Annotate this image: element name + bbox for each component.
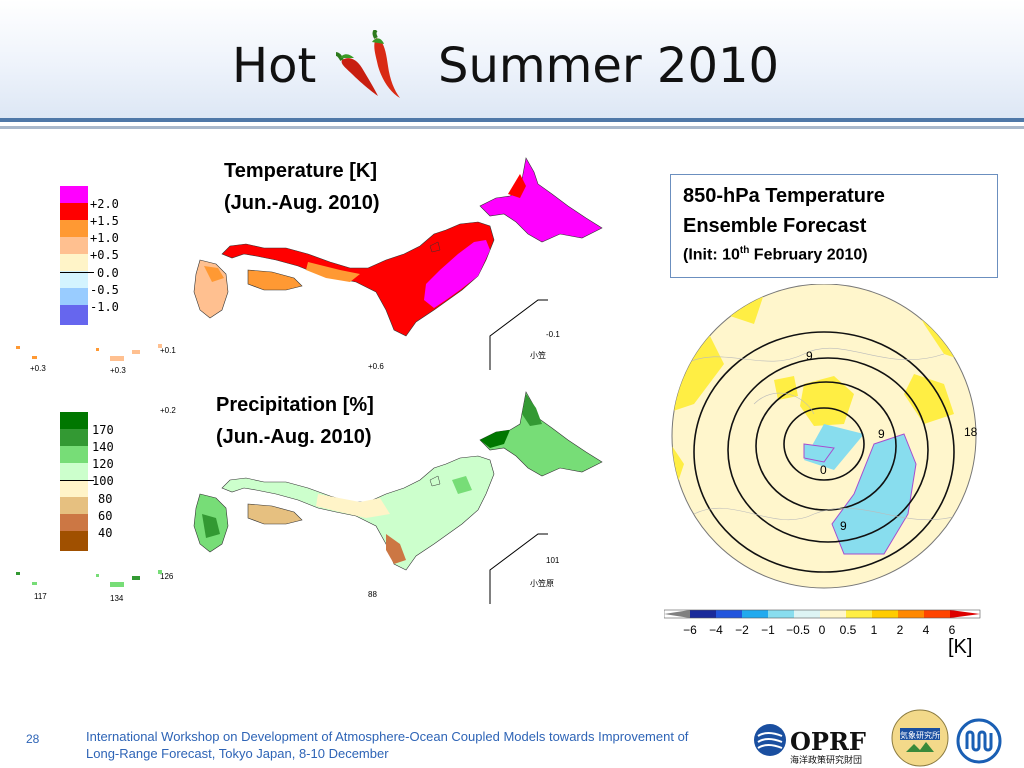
footer-line: International Workshop on Development of… xyxy=(86,729,689,744)
colorbar-tick: −1 xyxy=(761,623,775,637)
slide-title: Hot Summer 2010 xyxy=(0,30,1024,110)
footer-line: Long-Range Forecast, Tokyo Japan, 8-10 D… xyxy=(86,746,389,761)
page-number: 28 xyxy=(26,732,40,746)
init-prefix: (Init: 10 xyxy=(683,246,740,264)
oprf-text: OPRF xyxy=(790,727,866,756)
temperature-map xyxy=(193,157,603,370)
island-value: 101 xyxy=(546,556,560,565)
precipitation-map-title: Precipitation [%] xyxy=(216,394,374,416)
contour-label: 0 xyxy=(820,463,827,477)
colorbar-tick: 6 xyxy=(949,623,956,637)
precipitation-map xyxy=(193,391,603,604)
footer-text: International Workshop on Development of… xyxy=(86,728,766,762)
header-rule-thin xyxy=(0,126,1024,129)
oprf-subtext: 海洋政策研究財団 xyxy=(790,754,862,766)
oprf-logo: OPRF 海洋政策研究財団 xyxy=(754,724,866,766)
colorbar-tick: 1 xyxy=(871,623,878,637)
island-value: 126 xyxy=(160,572,174,581)
forecast-title: 850-hPa Temperature xyxy=(683,185,885,207)
colorbar-tick: 2 xyxy=(897,623,904,637)
colorbar-tick: 4 xyxy=(923,623,930,637)
slide-header xyxy=(0,0,1024,118)
island-value: +0.6 xyxy=(368,362,384,371)
island-value: 88 xyxy=(368,590,377,599)
temp-scale-label: +2.0 xyxy=(90,197,119,211)
temp-scale-label: -0.5 xyxy=(90,283,119,297)
precip-scale-label: 120 xyxy=(92,457,114,471)
inset-label: 小笠 xyxy=(530,351,546,360)
island-value: 134 xyxy=(110,594,124,603)
colorbar-tick: −6 xyxy=(683,623,697,637)
temp-scale-label: 0.0 xyxy=(97,266,119,280)
island-value: 117 xyxy=(34,592,47,601)
precip-scale-label: 80 xyxy=(98,492,113,506)
precip-scale-label: 140 xyxy=(92,440,114,454)
temperature-map-title: Temperature [K] xyxy=(224,160,377,182)
colorbar-tick: −0.5 xyxy=(786,623,810,637)
temp-scale-label: +1.0 xyxy=(90,231,119,245)
forecast-subtitle: Ensemble Forecast xyxy=(683,215,867,237)
temp-scale-label: +1.5 xyxy=(90,214,119,228)
island-value: +0.3 xyxy=(30,364,46,373)
precip-scale-label: 170 xyxy=(92,423,114,437)
mri-logo: 気象研究所 xyxy=(891,709,949,767)
contour-label: 9 xyxy=(878,427,885,441)
colorbar-tick: −2 xyxy=(735,623,749,637)
ryukyu-islands xyxy=(16,570,162,587)
forecast-init: (Init: 10th February 2010) xyxy=(683,245,868,264)
contour-label: 9 xyxy=(840,519,847,533)
island-value: +0.3 xyxy=(110,366,126,375)
temperature-map-period: (Jun.-Aug. 2010) xyxy=(224,192,380,214)
init-suffix: February 2010) xyxy=(749,246,868,264)
polar-forecast-map: 9 9 18 0 9 xyxy=(671,284,978,589)
temp-scale-label: +0.5 xyxy=(90,248,119,262)
mri-text: 気象研究所 xyxy=(900,730,940,740)
init-sup: th xyxy=(739,245,750,256)
island-value: +0.2 xyxy=(160,406,176,415)
ryukyu-islands xyxy=(16,344,162,361)
colorbar-tick: 0 xyxy=(819,623,826,637)
colorbar-unit: [K] xyxy=(948,636,973,658)
precip-scale-label: 100 xyxy=(92,474,114,488)
colorbar-tick: 0.5 xyxy=(840,623,857,637)
jamstec-logo xyxy=(956,718,1002,764)
colorbar-tick: −4 xyxy=(709,623,723,637)
precip-scale-label: 40 xyxy=(98,526,113,540)
chili-pepper-icon xyxy=(335,30,400,98)
island-value: -0.1 xyxy=(546,330,560,339)
contour-label: 18 xyxy=(964,425,978,439)
contour-label: 9 xyxy=(806,349,813,363)
title-hot: Hot xyxy=(232,38,317,94)
precipitation-map-period: (Jun.-Aug. 2010) xyxy=(216,426,372,448)
inset-label: 小笠原 xyxy=(530,579,554,588)
precip-scale-label: 60 xyxy=(98,509,113,523)
forecast-title-box: 850-hPa Temperature Ensemble Forecast (I… xyxy=(670,174,998,278)
header-rule xyxy=(0,118,1024,122)
forecast-colorbar: −6 −4 −2 −1 −0.5 0 0.5 1 2 4 6 xyxy=(664,609,981,637)
island-value: +0.1 xyxy=(160,346,176,355)
title-summer: Summer 2010 xyxy=(438,38,780,94)
temp-scale-label: -1.0 xyxy=(90,300,119,314)
